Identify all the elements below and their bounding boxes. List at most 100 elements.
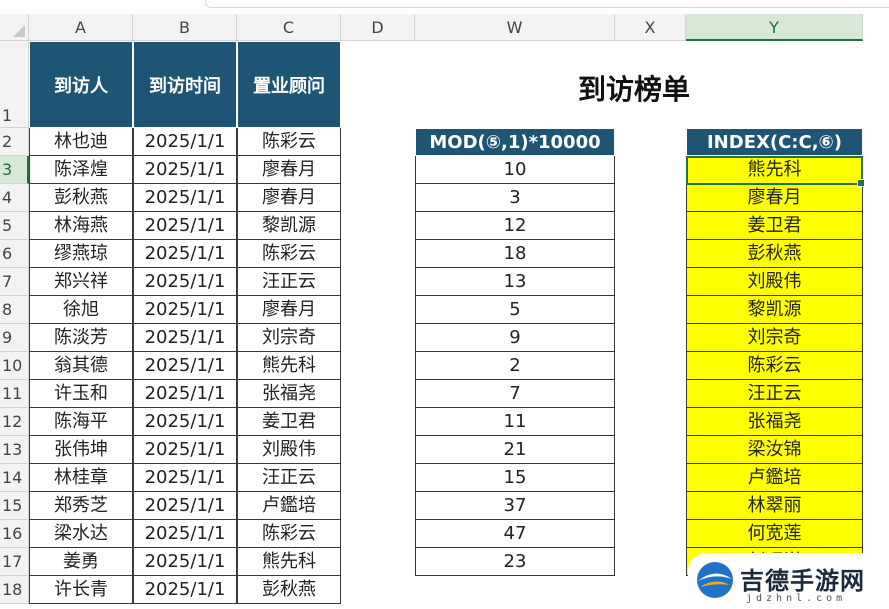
left-table-cell[interactable]: 郑秀芝	[29, 492, 133, 520]
left-table-cell[interactable]: 林也迪	[29, 128, 133, 156]
w-column-cell[interactable]: 9	[415, 324, 615, 352]
w-column-cell[interactable]: 2	[415, 352, 615, 380]
left-table-cell[interactable]: 陈泽煌	[29, 156, 133, 184]
left-table-cell[interactable]: 2025/1/1	[133, 520, 237, 548]
y-column-cell[interactable]: 张福尧	[686, 408, 863, 436]
row-header-9[interactable]: 9	[0, 324, 29, 352]
w-column-cell[interactable]: 3	[415, 184, 615, 212]
left-table-cell[interactable]: 2025/1/1	[133, 436, 237, 464]
w-column-cell[interactable]: 21	[415, 436, 615, 464]
left-table-cell[interactable]: 2025/1/1	[133, 408, 237, 436]
left-table-cell[interactable]: 陈彩云	[237, 128, 341, 156]
left-table-header-2[interactable]: 置业顾问	[237, 41, 341, 128]
row-header-14[interactable]: 14	[0, 464, 29, 492]
left-table-cell[interactable]: 林海燕	[29, 212, 133, 240]
left-table-cell[interactable]: 汪正云	[237, 268, 341, 296]
row-header-6[interactable]: 6	[0, 240, 29, 268]
row-header-18[interactable]: 18	[0, 576, 29, 604]
left-table-cell[interactable]: 陈彩云	[237, 240, 341, 268]
row-header-15[interactable]: 15	[0, 492, 29, 520]
w-column-cell[interactable]: 23	[415, 548, 615, 576]
left-table-cell[interactable]: 2025/1/1	[133, 296, 237, 324]
y-column-cell[interactable]: 熊先科	[686, 156, 863, 184]
w-column-cell[interactable]: 13	[415, 268, 615, 296]
row-header-3[interactable]: 3	[0, 156, 29, 184]
column-header-x[interactable]: X	[615, 14, 686, 41]
left-table-cell[interactable]: 刘宗奇	[237, 324, 341, 352]
y-column-cell[interactable]: 廖春月	[686, 184, 863, 212]
y-column-cell[interactable]: 梁汝锦	[686, 436, 863, 464]
y-column-cell[interactable]: 卢鑑培	[686, 464, 863, 492]
w-column-cell[interactable]: 7	[415, 380, 615, 408]
left-table-cell[interactable]: 汪正云	[237, 464, 341, 492]
left-table-cell[interactable]: 陈彩云	[237, 520, 341, 548]
row-header-16[interactable]: 16	[0, 520, 29, 548]
y-column-cell[interactable]: 彭秋燕	[686, 240, 863, 268]
column-header-w[interactable]: W	[415, 14, 615, 41]
row-header-8[interactable]: 8	[0, 296, 29, 324]
row-header-2[interactable]: 2	[0, 128, 29, 156]
left-table-cell[interactable]: 2025/1/1	[133, 324, 237, 352]
row-header-10[interactable]: 10	[0, 352, 29, 380]
left-table-cell[interactable]: 张伟坤	[29, 436, 133, 464]
formula-bar[interactable]	[205, 0, 889, 8]
row-header-4[interactable]: 4	[0, 184, 29, 212]
select-all-corner[interactable]	[0, 14, 29, 41]
column-header-b[interactable]: B	[133, 14, 237, 41]
left-table-cell[interactable]: 卢鑑培	[237, 492, 341, 520]
column-header-a[interactable]: A	[29, 14, 133, 41]
left-table-cell[interactable]: 黎凯源	[237, 212, 341, 240]
column-header-c[interactable]: C	[237, 14, 341, 41]
w-column-cell[interactable]: 10	[415, 156, 615, 184]
left-table-cell[interactable]: 彭秋燕	[29, 184, 133, 212]
y-column-cell[interactable]: 刘宗奇	[686, 324, 863, 352]
left-table-cell[interactable]: 廖春月	[237, 156, 341, 184]
w-column-cell[interactable]: 5	[415, 296, 615, 324]
y-column-cell[interactable]: 黎凯源	[686, 296, 863, 324]
y-column-header[interactable]: INDEX(C:C,⑥)	[686, 128, 863, 156]
y-column-cell[interactable]: 刘殿伟	[686, 268, 863, 296]
w-column-cell[interactable]: 18	[415, 240, 615, 268]
left-table-cell[interactable]: 缪燕琼	[29, 240, 133, 268]
left-table-cell[interactable]: 梁水达	[29, 520, 133, 548]
left-table-cell[interactable]: 2025/1/1	[133, 548, 237, 576]
row-header-5[interactable]: 5	[0, 212, 29, 240]
y-column-cell[interactable]: 林翠丽	[686, 492, 863, 520]
left-table-cell[interactable]: 许长青	[29, 576, 133, 604]
left-table-cell[interactable]: 廖春月	[237, 296, 341, 324]
column-header-y[interactable]: Y	[686, 14, 863, 41]
y-column-cell[interactable]: 姜卫君	[686, 212, 863, 240]
left-table-cell[interactable]: 2025/1/1	[133, 268, 237, 296]
left-table-header-0[interactable]: 到访人	[29, 41, 133, 128]
left-table-cell[interactable]: 廖春月	[237, 184, 341, 212]
row-header-11[interactable]: 11	[0, 380, 29, 408]
left-table-cell[interactable]: 彭秋燕	[237, 576, 341, 604]
left-table-cell[interactable]: 2025/1/1	[133, 212, 237, 240]
row-header-12[interactable]: 12	[0, 408, 29, 436]
left-table-cell[interactable]: 2025/1/1	[133, 492, 237, 520]
row-header-13[interactable]: 13	[0, 436, 29, 464]
left-table-cell[interactable]: 熊先科	[237, 548, 341, 576]
left-table-cell[interactable]: 姜勇	[29, 548, 133, 576]
left-table-cell[interactable]: 张福尧	[237, 380, 341, 408]
y-column-cell[interactable]: 陈彩云	[686, 352, 863, 380]
left-table-cell[interactable]: 徐旭	[29, 296, 133, 324]
w-column-cell[interactable]: 47	[415, 520, 615, 548]
left-table-cell[interactable]: 熊先科	[237, 352, 341, 380]
left-table-cell[interactable]: 2025/1/1	[133, 352, 237, 380]
left-table-cell[interactable]: 陈淡芳	[29, 324, 133, 352]
left-table-cell[interactable]: 2025/1/1	[133, 576, 237, 604]
w-column-cell[interactable]: 37	[415, 492, 615, 520]
left-table-cell[interactable]: 刘殿伟	[237, 436, 341, 464]
left-table-cell[interactable]: 2025/1/1	[133, 240, 237, 268]
left-table-cell[interactable]: 2025/1/1	[133, 380, 237, 408]
row-header-17[interactable]: 17	[0, 548, 29, 576]
left-table-header-1[interactable]: 到访时间	[133, 41, 237, 128]
w-column-cell[interactable]: 12	[415, 212, 615, 240]
w-column-cell[interactable]: 15	[415, 464, 615, 492]
left-table-cell[interactable]: 2025/1/1	[133, 464, 237, 492]
left-table-cell[interactable]: 许玉和	[29, 380, 133, 408]
left-table-cell[interactable]: 翁其德	[29, 352, 133, 380]
left-table-cell[interactable]: 姜卫君	[237, 408, 341, 436]
column-header-d[interactable]: D	[341, 14, 415, 41]
